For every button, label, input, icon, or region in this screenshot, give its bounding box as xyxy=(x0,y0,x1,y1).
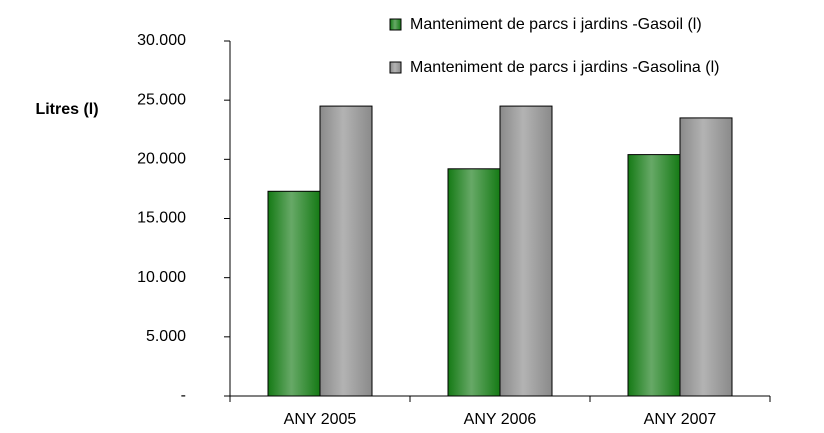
legend-swatch xyxy=(389,61,402,74)
bar xyxy=(267,190,321,397)
y-tick-label: 5.000 xyxy=(146,328,186,345)
legend-swatch xyxy=(389,18,402,31)
x-tick-label: ANY 2006 xyxy=(464,411,537,428)
y-tick-label: 25.000 xyxy=(137,91,186,108)
y-tick-label: - xyxy=(181,387,186,404)
y-tick-label: 10.000 xyxy=(137,269,186,286)
bar xyxy=(627,154,681,397)
x-tick-label: ANY 2005 xyxy=(284,411,357,428)
y-tick-label: 15.000 xyxy=(137,210,186,227)
y-tick-label: 30.000 xyxy=(137,32,186,49)
legend-label: Manteniment de parcs i jardins -Gasoil (… xyxy=(410,16,702,33)
x-tick-label: ANY 2007 xyxy=(644,411,717,428)
bar xyxy=(447,168,501,397)
y-tick-label: 20.000 xyxy=(137,151,186,168)
legend-label: Manteniment de parcs i jardins -Gasolina… xyxy=(410,59,719,76)
y-axis-label: Litres (l) xyxy=(35,101,98,118)
bar xyxy=(679,117,733,397)
bar xyxy=(319,105,373,397)
bar xyxy=(499,105,553,397)
